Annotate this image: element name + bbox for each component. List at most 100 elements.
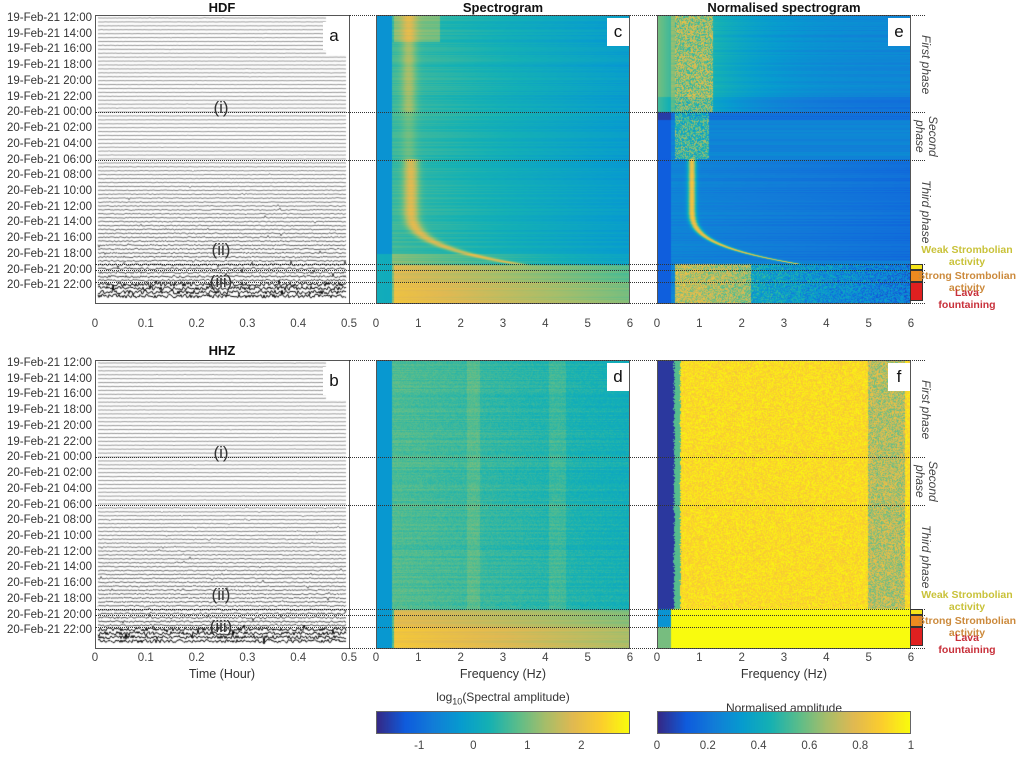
panel-e-letter: e (888, 18, 910, 46)
activity-label-line: Weak Strombolian (921, 244, 1013, 257)
x-tick-label-e: 0 (653, 318, 661, 330)
activity-label: Strong Strombolian activity (902, 615, 1024, 639)
activity-label: Weak Strombolian activity (902, 589, 1024, 613)
colorbar-tick-label: 0.2 (699, 740, 716, 752)
phase-divider (95, 627, 925, 629)
panel-b-title: HHZ (208, 343, 236, 358)
x-axis-label-b: Time (Hour) (188, 667, 256, 681)
y-tick-label: 19-Feb-21 12:00 (6, 357, 92, 369)
phase-divider (95, 112, 925, 114)
x-tick-label-a: 0.3 (239, 318, 256, 330)
y-tick-label: 19-Feb-21 18:00 (6, 59, 92, 72)
x-tick-label-e: 1 (696, 318, 703, 330)
x-tick-label-f: 4 (823, 652, 830, 664)
y-tick-label: 19-Feb-21 16:00 (6, 388, 92, 401)
annotation-i-a: (i) (213, 98, 229, 117)
panel-c-letter: c (607, 18, 629, 46)
x-tick-label-f: 3 (780, 652, 788, 664)
phase-label: Second phase (913, 460, 940, 502)
x-tick-label-e: 3 (780, 318, 788, 330)
phase-label: Third phase (919, 180, 933, 244)
y-tick-label: 20-Feb-21 18:00 (6, 247, 92, 260)
colorbar-tick-label: -1 (414, 740, 425, 752)
activity-label: Strong Strombolian activity (902, 270, 1024, 294)
y-tick-label: 20-Feb-21 06:00 (6, 498, 92, 511)
phase-divider (95, 264, 925, 266)
x-tick-label-d: 5 (584, 652, 591, 664)
panel-e-title: Normalised spectrogram (707, 0, 861, 15)
y-tick-label: 20-Feb-21 00:00 (6, 106, 92, 119)
panel-b-letter: b (323, 367, 345, 395)
activity-label-line: fountaining (938, 298, 996, 311)
activity-label-line: activity (948, 601, 986, 614)
x-tick-label-a: 0.1 (137, 318, 154, 330)
x-tick-label-f: 0 (653, 652, 661, 664)
y-tick-label: 20-Feb-21 08:00 (6, 514, 92, 527)
x-tick-label-b: 0.2 (188, 652, 205, 664)
frame-top-divider (349, 360, 925, 361)
phase-label: Second phase (913, 115, 940, 157)
y-tick-label: 20-Feb-21 12:00 (6, 545, 92, 558)
activity-swatch (910, 614, 923, 628)
phase-divider (95, 159, 925, 161)
activity-label-line: Lava (955, 631, 979, 644)
x-tick-label-d: 6 (626, 652, 634, 664)
x-axis-label-d: Frequency (Hz) (459, 667, 547, 681)
y-tick-label: 20-Feb-21 20:00 (6, 263, 92, 276)
y-tick-label: 19-Feb-21 20:00 (6, 419, 92, 432)
activity-swatch (910, 269, 923, 283)
phase-divider (95, 457, 925, 459)
y-tick-label: 20-Feb-21 22:00 (6, 624, 92, 637)
x-tick-label-b: 0.3 (239, 652, 256, 664)
x-tick-label-c: 4 (542, 318, 549, 330)
x-tick-label-f: 5 (865, 652, 872, 664)
colorbar-tick-label: 2 (578, 740, 585, 752)
x-tick-label-c: 6 (626, 318, 634, 330)
x-tick-label-c: 1 (415, 318, 422, 330)
phase-divider (95, 282, 925, 284)
annotation-iii-b: (iii) (209, 617, 233, 636)
x-tick-label-b: 0 (91, 652, 99, 664)
x-tick-label-f: 6 (907, 652, 915, 664)
colorbar-label-prefix: log (436, 690, 453, 704)
y-tick-label: 19-Feb-21 18:00 (6, 404, 92, 417)
y-tick-label: 20-Feb-21 14:00 (6, 561, 92, 574)
y-tick-label: 20-Feb-21 10:00 (6, 184, 92, 197)
y-tick-label: 20-Feb-21 06:00 (6, 153, 92, 166)
activity-label-line: Lava (955, 286, 979, 299)
phase-label: Third phase (919, 525, 933, 589)
colorbar-tick-label: 1 (907, 740, 915, 752)
phase-divider (95, 504, 925, 506)
y-tick-label: 20-Feb-21 10:00 (6, 529, 92, 542)
frame-bottom-divider (349, 303, 925, 304)
phase-divider (95, 614, 925, 616)
x-tick-label-d: 3 (499, 652, 507, 664)
annotation-i-b: (i) (213, 443, 229, 462)
y-tick-label: 20-Feb-21 22:00 (6, 279, 92, 292)
panel-d-letter: d (607, 363, 629, 391)
y-tick-label: 20-Feb-21 16:00 (6, 577, 92, 590)
colorbar-label-suffix: (Spectral amplitude) (462, 690, 570, 704)
activity-label-line: Strong Strombolian (918, 615, 1016, 628)
activity-label: Weak Strombolian activity (902, 244, 1024, 268)
y-tick-label: 20-Feb-21 00:00 (6, 451, 92, 464)
annotation-ii-b: (ii) (211, 585, 231, 604)
x-tick-label-d: 0 (372, 652, 380, 664)
colorbar-label-subscript: 10 (452, 696, 463, 707)
activity-label: Lava fountaining (902, 632, 1024, 656)
y-tick-label: 20-Feb-21 12:00 (6, 200, 92, 213)
x-tick-label-a: 0.2 (188, 318, 205, 330)
phase-label: First phase (919, 380, 933, 440)
x-tick-label-c: 3 (499, 318, 507, 330)
x-tick-label-a: 0.5 (341, 318, 357, 330)
colorbar-tick-label: 0.6 (801, 740, 818, 752)
panel-a-letter: a (323, 22, 345, 50)
x-tick-label-c: 5 (584, 318, 591, 330)
activity-label-line: Strong Strombolian (918, 270, 1016, 283)
activity-swatch (910, 282, 923, 301)
y-tick-label: 19-Feb-21 22:00 (6, 435, 92, 448)
colorbar-spectral-label: log10(Spectral amplitude) (376, 690, 630, 706)
x-axis-label-f: Frequency (Hz) (740, 667, 828, 681)
panel-a-title: HDF (208, 0, 236, 15)
activity-label-line: activity (948, 256, 986, 269)
